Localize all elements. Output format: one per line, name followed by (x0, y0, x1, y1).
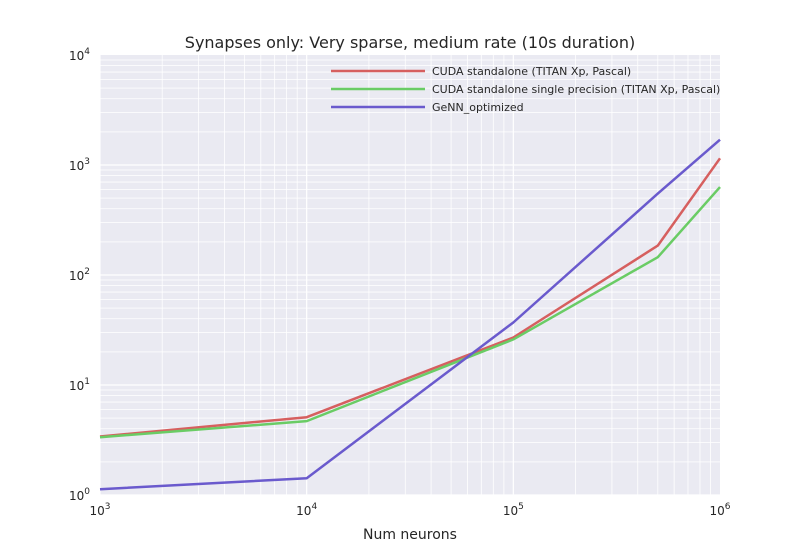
tick-label: 105 (503, 502, 524, 518)
series-line (99, 157, 722, 438)
series-line (99, 138, 721, 491)
tick-labels: 103 104 105 106 100 101 102 103 104 (69, 47, 731, 518)
series-line (99, 186, 721, 439)
chart-title: Synapses only: Very sparse, medium rate … (185, 33, 635, 52)
series-lines (99, 138, 722, 491)
legend-label: GeNN_optimized (432, 101, 524, 114)
legend: CUDA standalone (TITAN Xp, Pascal) CUDA s… (331, 65, 720, 114)
tick-label: 101 (69, 377, 90, 393)
tick-label: 106 (709, 502, 730, 518)
legend-label: CUDA standalone (TITAN Xp, Pascal) (432, 65, 631, 78)
tick-label: 102 (69, 267, 90, 283)
legend-label: CUDA standalone single precision (TITAN … (432, 83, 720, 96)
x-axis-label: Num neurons (363, 527, 457, 543)
grid (99, 55, 720, 496)
tick-label: 104 (69, 47, 90, 63)
tick-label: 103 (89, 502, 110, 518)
tick-label: 103 (69, 157, 90, 173)
tick-label: 104 (296, 502, 317, 518)
tick-label: 100 (69, 487, 90, 503)
